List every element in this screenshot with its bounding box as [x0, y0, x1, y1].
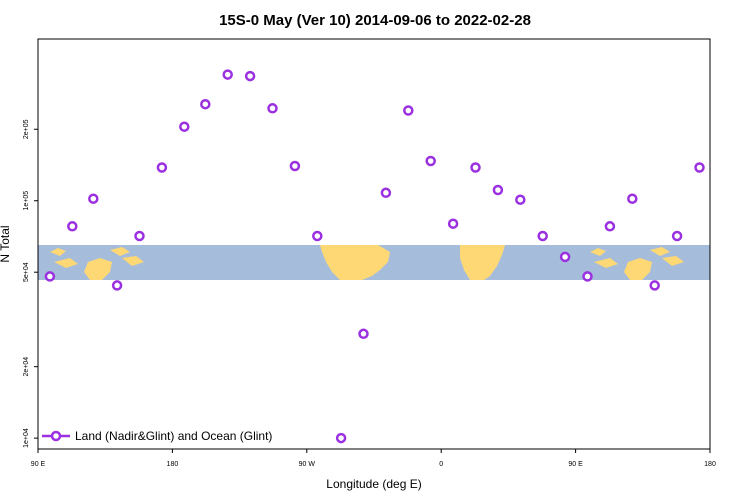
y-tick-label: 2e+05: [23, 119, 30, 139]
data-point: [200, 98, 211, 110]
map-land: [54, 258, 78, 268]
map-land: [662, 256, 684, 266]
data-point: [312, 230, 323, 242]
data-point: [267, 103, 278, 114]
data-point: [244, 70, 256, 82]
data-point: [222, 69, 233, 80]
data-point: [179, 121, 190, 132]
map-land: [320, 245, 390, 280]
y-tick-label: 2e+04: [23, 357, 30, 377]
map-land: [650, 247, 670, 256]
data-point: [559, 251, 571, 263]
x-tick-label: 90 E: [31, 461, 46, 468]
data-point: [470, 162, 481, 173]
x-tick-label: 0: [439, 461, 443, 468]
map-land: [624, 258, 652, 280]
map-land: [590, 248, 606, 256]
y-tick-label: 5e+04: [23, 262, 30, 282]
legend-label: Land (Nadir&Glint) and Ocean (Glint): [75, 429, 272, 443]
map-land: [122, 256, 144, 266]
data-point: [88, 193, 99, 204]
data-point: [447, 218, 459, 229]
data-point: [134, 230, 145, 242]
data-point: [492, 184, 504, 196]
data-point: [649, 280, 660, 291]
data-point: [44, 271, 56, 282]
data-point: [671, 230, 683, 242]
data-point: [111, 280, 123, 291]
data-point: [403, 105, 414, 116]
y-axis-ticks: 1e+04 2e+04 5e+04 1e+05 2e+05: [23, 119, 38, 448]
legend: Land (Nadir&Glint) and Ocean (Glint): [42, 429, 272, 443]
x-tick-label: 90 W: [299, 461, 316, 468]
x-axis-ticks: 90 E 180 90 W 0 90 E 180: [31, 449, 716, 468]
data-point: [582, 271, 593, 282]
x-tick-label: 180: [704, 461, 716, 468]
legend-marker-swatch: [50, 430, 62, 442]
data-point: [156, 162, 168, 173]
y-axis-label: N Total: [0, 225, 12, 262]
chart-title: 15S-0 May (Ver 10) 2014-09-06 to 2022-02…: [219, 12, 531, 29]
data-point: [380, 187, 392, 199]
data-point: [67, 221, 78, 232]
map-band: [38, 245, 710, 280]
plot-frame: [37, 38, 711, 450]
map-land: [594, 258, 618, 268]
data-point: [694, 162, 705, 173]
data-point: [515, 194, 526, 205]
x-axis-label: Longitude (deg E): [326, 477, 421, 491]
data-point: [335, 432, 347, 444]
map-land: [460, 245, 505, 280]
data-point: [289, 160, 301, 172]
x-tick-label: 90 E: [568, 461, 583, 468]
map-land: [50, 248, 66, 256]
data-point: [537, 230, 548, 242]
data-point: [358, 328, 369, 340]
data-point: [627, 193, 638, 204]
x-tick-label: 180: [167, 461, 179, 468]
map-land: [84, 258, 112, 280]
y-tick-label: 1e+04: [23, 428, 30, 448]
y-tick-label: 1e+05: [23, 191, 30, 211]
data-point: [425, 155, 436, 167]
map-land: [110, 247, 130, 256]
data-point: [604, 221, 616, 232]
data-points: [44, 69, 705, 444]
